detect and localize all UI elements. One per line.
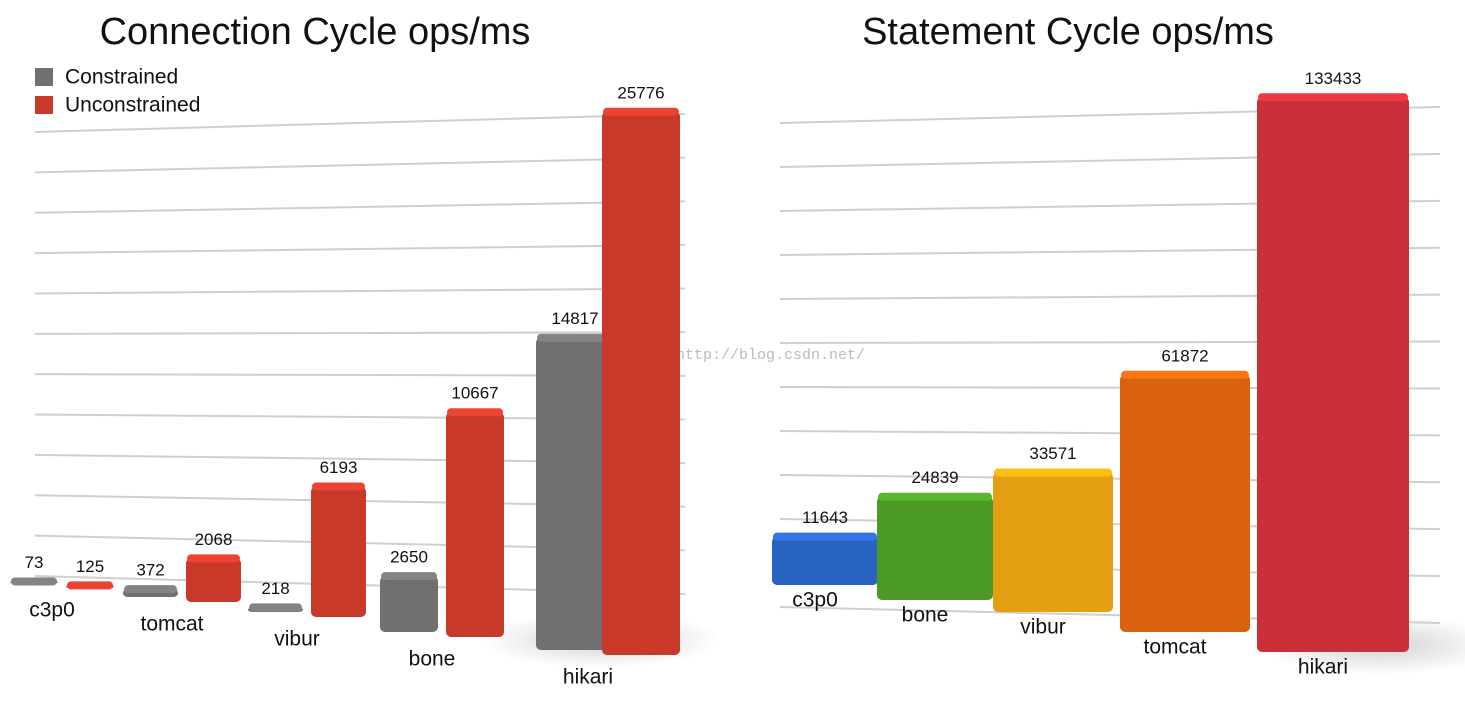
legend-label: Unconstrained [65, 94, 200, 117]
bar-top [603, 107, 679, 116]
value-label: 6193 [320, 458, 358, 477]
watermark: http://blog.csdn.net/ [676, 347, 865, 364]
x-tick-label: vibur [1020, 616, 1066, 639]
bar [1257, 97, 1409, 653]
chart-title: Connection Cycle ops/ms [100, 11, 531, 53]
value-label: 218 [261, 579, 289, 598]
legend-swatch [35, 68, 53, 86]
bar [877, 496, 993, 600]
x-tick-label: vibur [274, 628, 320, 651]
bar-top [381, 572, 437, 581]
value-label: 11643 [802, 508, 848, 527]
bar-top [187, 554, 240, 563]
grid-line [34, 113, 686, 133]
bar-top [1121, 370, 1249, 379]
bar [380, 576, 438, 632]
value-label: 14817 [551, 309, 598, 328]
x-tick-label: bone [409, 648, 456, 671]
x-tick-label: c3p0 [792, 589, 838, 612]
bar-top [249, 603, 302, 612]
x-tick-label: hikari [563, 666, 613, 689]
bar [772, 536, 878, 585]
bar-top [447, 408, 503, 417]
chart-title: Statement Cycle ops/ms [862, 11, 1274, 53]
bar-top [11, 577, 57, 586]
x-tick-label: tomcat [140, 613, 203, 636]
bar-top [124, 585, 177, 594]
value-label: 24839 [911, 468, 958, 487]
bar-top [994, 468, 1112, 477]
bar [1120, 374, 1250, 632]
bar [602, 111, 680, 655]
bar-top [773, 532, 877, 541]
x-tick-label: bone [902, 604, 949, 627]
bar-top [537, 333, 613, 342]
value-label: 133433 [1305, 69, 1362, 88]
grid-line [34, 287, 686, 295]
value-label: 33571 [1029, 444, 1076, 463]
value-label: 2068 [195, 530, 233, 549]
bar [311, 486, 366, 617]
legend-swatch [35, 96, 53, 114]
bar [993, 472, 1113, 612]
value-label: 25776 [617, 83, 664, 102]
grid-line [34, 156, 686, 174]
bar-top [878, 492, 992, 501]
value-label: 73 [25, 553, 44, 572]
x-tick-label: hikari [1298, 656, 1348, 679]
x-tick-label: tomcat [1143, 636, 1206, 659]
grid-line [34, 243, 686, 255]
x-tick-label: c3p0 [29, 599, 75, 622]
bar [446, 412, 504, 637]
bar [186, 558, 241, 602]
value-label: 2650 [390, 548, 428, 567]
legend-label: Constrained [65, 66, 178, 89]
bar-top [312, 482, 365, 491]
bar [536, 337, 614, 650]
value-label: 61872 [1161, 346, 1208, 365]
value-label: 372 [136, 561, 164, 580]
value-label: 125 [76, 557, 104, 576]
grid-line [34, 200, 686, 214]
grid-line [34, 331, 686, 335]
value-label: 10667 [451, 384, 498, 403]
bar-top [67, 581, 113, 590]
bar-top [1258, 93, 1408, 102]
